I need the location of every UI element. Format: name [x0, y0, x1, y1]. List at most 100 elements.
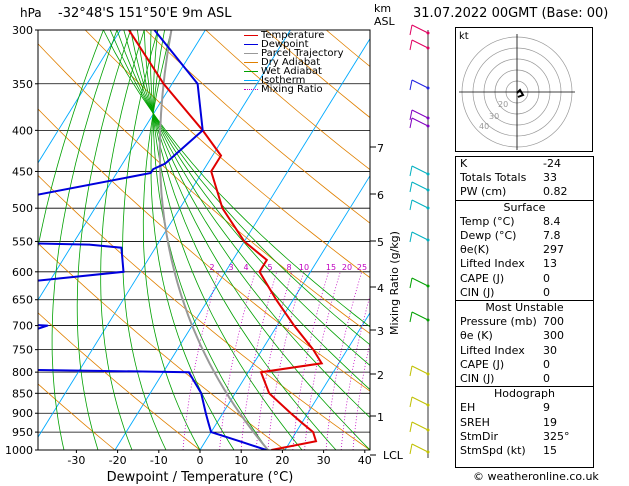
dewpoint-point — [187, 371, 190, 373]
temperature-point — [289, 412, 292, 415]
wet-adiabat — [122, 30, 167, 450]
temperature-point — [275, 298, 277, 301]
km-tick-label: 4 — [377, 282, 384, 295]
wind-barb-feather — [409, 39, 413, 51]
table-row: CAPE (J) 0 — [456, 272, 593, 286]
legend-label: Isotherm — [261, 75, 306, 86]
dewpoint-point — [152, 168, 154, 170]
mixing-ratio-label: 8 — [286, 263, 291, 272]
lcl-label: LCL — [383, 449, 404, 462]
hodograph-ring-label: 20 — [498, 100, 508, 109]
temp-tick-label: 0 — [197, 454, 204, 467]
table-row: Pressure (mb) 700 — [456, 315, 593, 329]
legend-swatch — [244, 71, 258, 72]
wind-barb-staff — [411, 165, 429, 175]
table-row: PW (cm) 0.82 — [456, 185, 593, 199]
row-value: 297 — [543, 243, 564, 257]
temperature-point — [312, 348, 315, 351]
row-label: θe (K) — [460, 329, 493, 343]
pressure-tick-label: 850 — [12, 387, 33, 400]
wet-adiabat — [142, 30, 201, 450]
wind-barb-feather — [409, 421, 413, 433]
dewpoint-profile — [38, 30, 267, 450]
row-label: θe(K) — [460, 243, 490, 257]
temperature-point — [320, 362, 323, 365]
isotherm-line — [38, 30, 291, 438]
indices-panel: K -24 Totals Totals 33 PW (cm) 0.82 Surface T… — [455, 156, 594, 468]
temp-tick-label: -20 — [109, 454, 127, 467]
hodograph-ring-label: 40 — [479, 122, 489, 131]
table-row: Lifted Index 30 — [456, 344, 593, 358]
legend-item: Mixing Ratio — [244, 84, 344, 95]
temperature-point — [210, 170, 213, 173]
temperature-point — [293, 324, 295, 327]
mixing-ratio-label: 4 — [243, 263, 248, 272]
temperature-profile — [128, 30, 324, 450]
mixing-ratio-line — [292, 271, 329, 450]
row-value: 0 — [543, 271, 550, 285]
row-label: StmSpd (kt) — [460, 444, 526, 458]
wet-adiabat — [137, 30, 370, 450]
dry-adiabat — [38, 383, 116, 450]
isotherm-line — [284, 312, 370, 450]
dry-adiabat — [205, 30, 370, 171]
wind-barb-feather — [409, 311, 413, 323]
legend-item: Temperature — [244, 31, 344, 41]
wind-barb-feather — [409, 199, 413, 211]
wind-barb-staff — [411, 199, 429, 209]
dewpoint-point — [122, 271, 125, 273]
row-label: K — [460, 157, 468, 170]
wet-adiabat — [116, 30, 370, 367]
legend-swatch — [244, 44, 258, 45]
km-tick-label: 6 — [377, 189, 384, 202]
pressure-tick-label: 400 — [12, 124, 33, 137]
x-axis-label: Dewpoint / Temperature (°C) — [107, 470, 294, 485]
hodograph-trace — [516, 88, 525, 98]
row-value: 0 — [543, 372, 550, 386]
row-value: -24 — [543, 157, 561, 170]
wind-barb-feather — [409, 181, 413, 193]
dry-adiabat — [38, 108, 370, 392]
wet-adiabat — [38, 30, 104, 250]
temp-tick-label: 10 — [234, 454, 248, 467]
dewpoint-point — [207, 422, 210, 424]
row-value: 325° — [543, 429, 570, 443]
temperature-point — [268, 392, 270, 395]
temperature-point — [301, 422, 303, 424]
row-label: PW (cm) — [460, 185, 507, 199]
temperature-point — [220, 154, 222, 157]
temperature-point — [243, 240, 246, 243]
wind-barb-feather — [409, 365, 413, 377]
temperature-point — [312, 431, 314, 433]
row-label: CIN (J) — [460, 372, 495, 386]
pressure-tick-label: 300 — [12, 24, 33, 37]
legend-label: Mixing Ratio — [261, 84, 323, 95]
temp-tick-label: 40 — [358, 454, 372, 467]
legend-item: Isotherm — [244, 75, 344, 86]
pressure-tick-label: 550 — [12, 235, 33, 248]
table-row: Lifted Index 13 — [456, 257, 593, 271]
mixing-ratio-line — [352, 341, 370, 450]
plot-area — [38, 30, 370, 450]
wind-barb-staff — [411, 365, 429, 375]
km-tick-label: 7 — [377, 142, 384, 155]
wind-barb-feather — [409, 165, 413, 177]
mixing-ratio-axis-label: Mixing Ratio (g/kg) — [388, 231, 401, 335]
row-value: 0 — [543, 357, 550, 371]
table-row: SREH 19 — [456, 416, 593, 430]
legend-swatch — [244, 89, 258, 90]
hodograph-ring-label: 30 — [489, 112, 499, 121]
wet-adiabat — [103, 30, 370, 328]
km-tick-label: 3 — [377, 325, 384, 338]
row-value: 700 — [543, 315, 564, 329]
mixing-ratio-label: 10 — [299, 263, 309, 272]
table-row: θe (K) 300 — [456, 329, 593, 343]
legend-item: Dewpoint — [244, 40, 344, 50]
wind-barb-staff — [411, 311, 429, 321]
km-tick-label: 1 — [377, 411, 384, 424]
mixing-ratio-line — [255, 271, 293, 450]
legend-swatch — [244, 53, 258, 54]
row-value: 19 — [543, 415, 557, 429]
temperature-point — [162, 82, 165, 85]
